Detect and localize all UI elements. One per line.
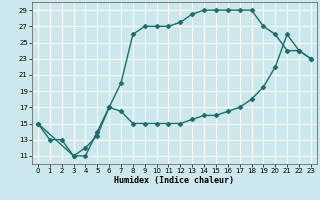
X-axis label: Humidex (Indice chaleur): Humidex (Indice chaleur) <box>115 176 234 185</box>
